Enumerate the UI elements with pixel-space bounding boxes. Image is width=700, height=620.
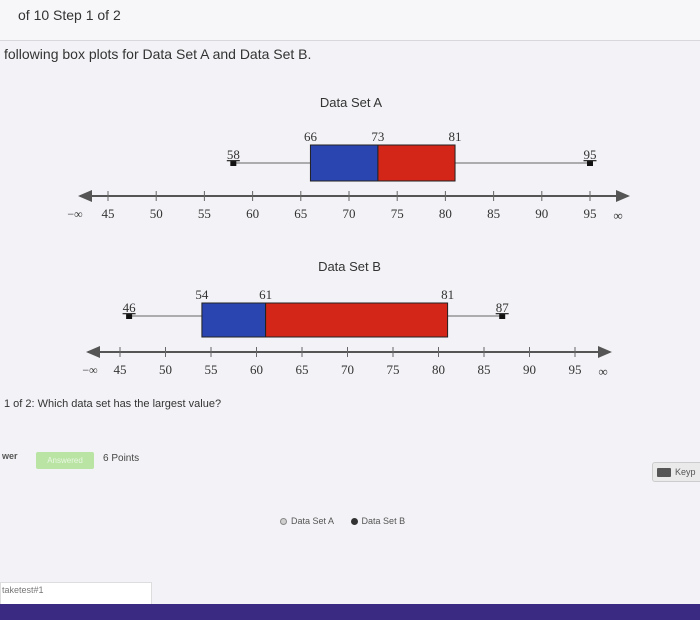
footer-text: taketest#1 [2,585,44,595]
q3-label: 81 [449,129,462,144]
axis-tick-label: 60 [246,206,259,221]
axis-tick-label: 60 [250,362,263,377]
axis-tick-label: 95 [584,206,597,221]
axis-tick-label: 65 [296,362,309,377]
axis-tick-label: 85 [478,362,491,377]
footer-panel [0,582,152,606]
answer-options: Data Set A Data Set B [280,516,419,527]
points-label: 6 Points [103,453,140,464]
upper-box [377,144,456,182]
keypad-label: Keyp [675,467,696,477]
q3-label: 81 [441,287,454,302]
axis-tick-label: 55 [198,206,211,221]
axis-tick-label: 90 [535,206,548,221]
option-label-b: Data Set B [361,516,406,526]
box-plot-b: Data Set B 45 50 55 60 65 70 75 80 85 90 95 −∞ ∞ 54 61 8… [82,259,612,379]
taskbar [0,604,700,620]
q1-label: 54 [195,287,209,302]
axis-left-arrow [86,346,100,358]
question-prompt: following box plots for Data Set A and D… [4,46,312,62]
axis-tick-label: 75 [387,362,400,377]
min-marker [230,160,237,166]
axis-right-arrow [616,190,630,202]
step-indicator: of 10 Step 1 of 2 [18,7,121,23]
box-plot-a: Data Set A 45 50 55 60 65 70 75 80 85 90 95 −∞ ∞ 66 73 8… [67,95,630,223]
option-data-set-b[interactable]: Data Set B [350,516,406,526]
keyboard-icon [657,468,671,478]
axis-neg-infinity-label: −∞ [82,363,97,377]
axis-right-arrow [598,346,612,358]
max-label: 95 [584,147,597,162]
axis-tick-label: 95 [569,362,582,377]
min-label: 46 [123,300,137,315]
top-bar: of 10 Step 1 of 2 [0,0,700,41]
median-label: 73 [371,129,384,144]
axis-left-arrow [78,190,92,202]
max-marker [587,160,593,166]
box-plots-figure: Data Set A 45 50 55 60 65 70 75 80 85 90 95 −∞ ∞ 66 73 8… [67,95,630,379]
axis-tick-label: 50 [150,206,163,221]
axis-tick-label: 85 [487,206,500,221]
plot-title: Data Set A [320,95,382,110]
axis-tick-label: 90 [523,362,536,377]
answered-status-badge: Answered [36,452,94,469]
lower-box [309,144,379,182]
axis-infinity-label: ∞ [613,208,622,223]
radio-button-a[interactable] [280,517,287,525]
axis-tick-label: 55 [205,362,218,377]
axis-infinity-label: ∞ [598,364,607,379]
keypad-button[interactable]: Keyp [652,462,700,482]
axis-tick-label: 45 [114,362,127,377]
option-label-a: Data Set A [291,516,335,526]
upper-box [265,302,449,338]
axis-tick-label: 50 [159,362,172,377]
axis-tick-label: 80 [432,362,445,377]
max-label: 87 [496,300,510,315]
plot-title: Data Set B [318,259,381,274]
axis-tick-label: 45 [102,206,115,221]
median-label: 61 [259,287,272,302]
axis-tick-label: 70 [341,362,354,377]
q1-label: 66 [304,129,318,144]
axis-neg-infinity-label: −∞ [67,207,82,221]
axis-tick-label: 70 [343,206,356,221]
max-marker [499,313,506,319]
min-marker [126,313,133,319]
question-text: 1 of 2: Which data set has the largest v… [4,398,222,410]
answer-row-label: wer [2,451,18,461]
axis-tick-label: 80 [439,206,452,221]
axis-tick-label: 75 [391,206,404,221]
min-label: 58 [227,147,240,162]
axis-tick-label: 65 [294,206,307,221]
radio-button-b[interactable] [350,517,358,525]
lower-box [201,302,267,338]
option-data-set-a[interactable]: Data Set A [280,516,334,526]
